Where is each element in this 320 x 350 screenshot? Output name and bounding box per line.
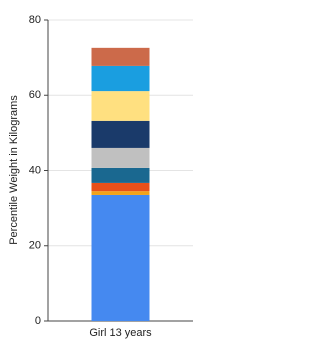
bar-segment <box>91 47 150 66</box>
y-tick-label: 80 <box>29 14 41 26</box>
chart: Percentile Weight in Kilograms 0 20 40 60 80… <box>8 14 193 339</box>
bar-segment <box>91 194 150 321</box>
bar-segment <box>91 91 150 121</box>
bar-segment <box>91 65 150 92</box>
x-tick-label: Girl 13 years <box>89 327 152 339</box>
y-tick-label: 60 <box>29 89 41 101</box>
y-tick-label: 40 <box>29 164 41 176</box>
y-tick-label: 0 <box>35 315 41 327</box>
y-tick-label: 20 <box>29 240 41 252</box>
bar-segment <box>91 147 150 168</box>
bar-segment <box>91 120 150 148</box>
bar-segment <box>91 167 150 183</box>
bar-segment <box>91 182 150 192</box>
bar-segment <box>91 191 150 195</box>
y-axis-label: Percentile Weight in Kilograms <box>8 95 20 245</box>
